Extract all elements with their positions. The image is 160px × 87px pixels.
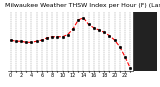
Text: Milwaukee Weather THSW Index per Hour (F) (Last 24 Hours): Milwaukee Weather THSW Index per Hour (F…: [5, 3, 160, 8]
